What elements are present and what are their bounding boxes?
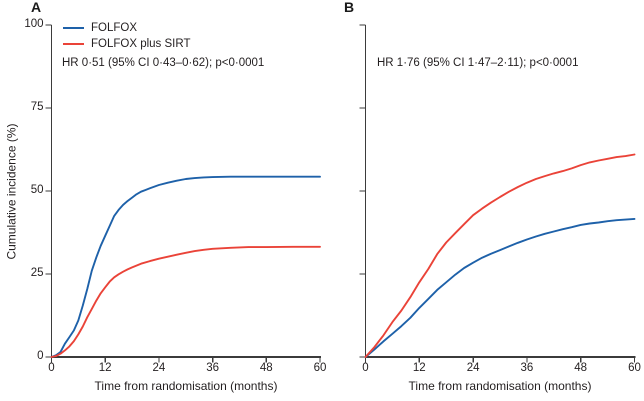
panel-b-x-tick-label-60: 60 (628, 362, 641, 374)
panel-b-x-tick-label-0: 0 (362, 362, 369, 374)
panel-a-curve-folfox (50, 175, 321, 358)
panel-a-y-tick-label-25: 25 (30, 267, 44, 279)
folfox-line-swatch (63, 27, 84, 29)
panel-b-curve-folfox (364, 217, 636, 358)
panel-b-x-tick-label-48: 48 (574, 362, 588, 374)
panel-b-x-tick-label-36: 36 (520, 362, 534, 374)
panel-a-y-tick-label-50: 50 (30, 184, 44, 196)
panel-a-x-tick-label-60: 60 (313, 362, 327, 374)
panel-a-x-tick-label-48: 48 (259, 362, 273, 374)
panel-b-x-axis-title: Time from randomisation (months) (408, 379, 592, 393)
panel-a-hr-annotation: HR 0·51 (95% CI 0·43–0·62); p<0·0001 (62, 57, 265, 69)
folfox-plus-sirt-line-swatch (63, 43, 84, 45)
legend-label-folfox-plus-sirt: FOLFOX plus SIRT (91, 38, 191, 50)
panel-a-x-tick-label-0: 0 (48, 362, 55, 374)
panel-b-hr-annotation: HR 1·76 (95% CI 1·47–2·11); p<0·0001 (377, 57, 579, 69)
panel-a-label: A (31, 0, 42, 15)
legend: FOLFOX FOLFOX plus SIRT (63, 20, 190, 52)
panel-a-x-tick-label-12: 12 (98, 362, 112, 374)
panel-b-x-tick-label-12: 12 (412, 362, 426, 374)
panel-b-label: B (344, 0, 355, 15)
panel-a-y-tick-label-100: 100 (24, 18, 44, 30)
panel-a-y-tick-label-0: 0 (37, 350, 44, 362)
legend-item-folfox: FOLFOX (63, 20, 190, 36)
panel-a-x-tick-label-24: 24 (152, 362, 166, 374)
panel-b-curve-folfox-plus-sirt (364, 153, 636, 358)
panel-a-x-tick-label-36: 36 (206, 362, 219, 374)
legend-item-folfox-plus-sirt: FOLFOX plus SIRT (63, 36, 190, 52)
panel-a-y-tick-label-75: 75 (30, 101, 44, 113)
panel-b-x-tick-label-24: 24 (466, 362, 480, 374)
panel-a-curve-folfox-plus-sirt (50, 245, 321, 358)
panel-a-x-axis-title: Time from randomisation (months) (94, 379, 278, 393)
legend-label-folfox: FOLFOX (91, 22, 138, 34)
